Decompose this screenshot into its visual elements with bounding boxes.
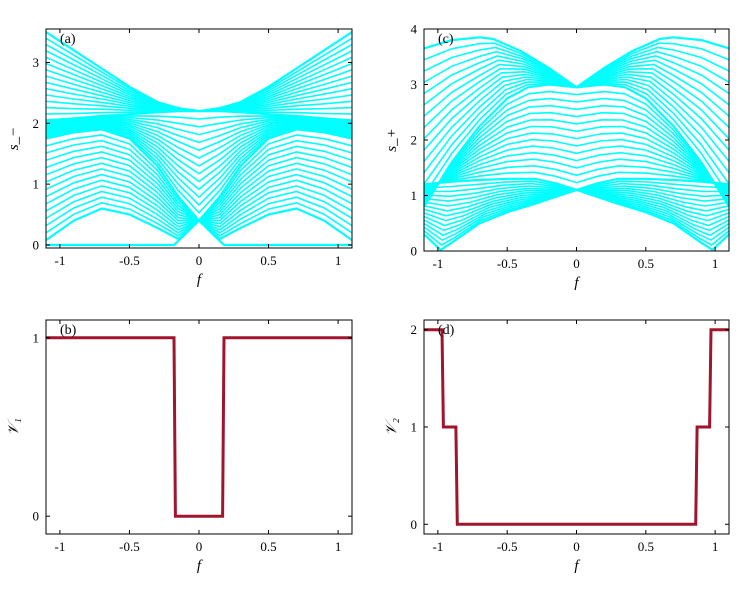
band-line-a-1-5	[46, 119, 352, 152]
y-tick-label-a-0: 0	[33, 237, 40, 252]
series-line-d-0	[424, 328, 729, 526]
series-line-a-0	[46, 31, 352, 113]
band-line-c-2-13	[424, 189, 729, 246]
x-tick-label-a-1: -0.5	[119, 253, 140, 268]
y-tick-label-c-2: 2	[411, 133, 418, 148]
band-line-a-1-10	[46, 124, 352, 191]
band-line-a-1-13	[46, 127, 352, 214]
panel-label-c: (c)	[438, 32, 454, 47]
y-tick-label-b-1: 1	[33, 330, 40, 345]
band-line-c-1-12	[424, 164, 729, 189]
panel-label-b: (b)	[60, 323, 77, 338]
band-line-c-1-8	[424, 138, 729, 195]
y-tick-label-d-1: 1	[411, 420, 418, 435]
y-tick-label-a-1: 1	[33, 177, 40, 192]
band-line-a-1-3	[46, 118, 352, 136]
y-tick-label-a-2: 2	[33, 116, 40, 131]
series-line-a-4	[46, 219, 352, 247]
x-axis-label-d: f	[574, 558, 580, 574]
band-line-c-0-13	[424, 82, 729, 196]
x-axis-label-a: f	[197, 272, 203, 288]
band-line-c-0-7	[424, 67, 729, 129]
band-line-c-0-6	[424, 63, 729, 117]
band-line-c-1-1	[424, 90, 729, 206]
x-tick-label-c-4: 1	[712, 256, 719, 271]
y-axis-label-d: 𝒱₂	[384, 418, 400, 436]
band-line-c-1-4	[424, 111, 729, 201]
panel-b: -1 -0.5 0 0.5 1 0 1 (b) f 𝒱₁	[6, 319, 353, 574]
x-tick-label-a-0: -1	[54, 253, 65, 268]
y-axis-label-b: 𝒱₁	[6, 418, 22, 436]
x-axis-label-c: f	[574, 275, 580, 291]
x-tick-label-b-3: 0.5	[260, 539, 276, 554]
x-tick-label-b-4: 1	[335, 539, 342, 554]
band-line-c-1-10	[424, 151, 729, 192]
y-tick-label-c-3: 3	[411, 77, 418, 92]
panel-d: -1 -0.5 0 0.5 1 0 1 2 (d) f 𝒱₂	[384, 319, 730, 574]
band-line-c-1-9	[424, 145, 729, 193]
x-tick-label-d-3: 0.5	[638, 539, 654, 554]
band-line-a-0-9	[46, 87, 352, 112]
x-tick-label-d-0: -1	[432, 539, 443, 554]
y-tick-label-c-1: 1	[411, 188, 418, 203]
y-tick-label-c-4: 4	[411, 22, 418, 37]
panel-label-d: (d)	[438, 323, 455, 338]
series-line-b-0	[46, 336, 352, 518]
band-line-a-1-9	[46, 123, 352, 183]
band-line-c-1-13	[424, 171, 729, 187]
x-tick-label-a-4: 1	[335, 253, 342, 268]
band-line-a-1-8	[46, 122, 352, 175]
axes-box-b	[45, 319, 353, 535]
band-line-c-1-11	[424, 158, 729, 190]
y-tick-label-b-0: 0	[33, 509, 40, 524]
band-line-a-2-12	[46, 196, 352, 234]
band-line-a-1-1	[46, 115, 352, 123]
band-line-a-2-9	[46, 179, 352, 225]
band-line-a-1-7	[46, 121, 352, 167]
band-line-a-1-2	[46, 116, 352, 128]
panel-a: -1 -0.5 0 0.5 1 0 1 2 3 (a) f s_−	[6, 28, 353, 288]
x-tick-label-d-1: -0.5	[497, 539, 518, 554]
panel-label-a: (a)	[60, 32, 76, 47]
x-tick-label-b-0: -1	[54, 539, 65, 554]
x-tick-label-c-3: 0.5	[638, 256, 654, 271]
x-tick-label-c-2: 0	[573, 256, 580, 271]
band-line-a-1-11	[46, 125, 352, 199]
plot-area-d	[424, 328, 729, 526]
band-line-c-1-7	[424, 132, 729, 197]
plot-area-b	[46, 336, 352, 518]
band-line-a-2-4	[46, 151, 352, 222]
band-line-c-1-3	[424, 104, 729, 203]
band-line-a-1-12	[46, 126, 352, 207]
x-tick-label-b-1: -0.5	[119, 539, 140, 554]
x-axis-label-b: f	[197, 558, 203, 574]
band-line-a-1-4	[46, 118, 352, 144]
x-tick-label-a-3: 0.5	[260, 253, 276, 268]
plot-area-a	[46, 31, 352, 247]
x-tick-label-c-1: -0.5	[497, 256, 518, 271]
y-tick-label-d-2: 2	[411, 322, 418, 337]
axes-box-d	[423, 319, 730, 535]
x-tick-label-d-2: 0	[573, 539, 580, 554]
band-line-a-1-6	[46, 120, 352, 159]
x-tick-label-c-0: -1	[432, 256, 443, 271]
band-line-c-1-2	[424, 97, 729, 204]
plot-area-c	[424, 36, 729, 251]
x-tick-label-a-2: 0	[196, 253, 203, 268]
x-tick-label-b-2: 0	[196, 539, 203, 554]
band-line-c-2-3	[424, 185, 729, 198]
band-line-a-0-13	[46, 110, 352, 115]
panel-c: -1 -0.5 0 0.5 1 0 1 2 3 4 (c) f s_+	[384, 22, 730, 291]
y-tick-label-c-0: 0	[411, 244, 418, 259]
band-line-c-1-5	[424, 118, 729, 200]
band-line-c-1-6	[424, 125, 729, 198]
y-axis-label-a: s_−	[6, 127, 22, 150]
y-tick-label-a-3: 3	[33, 55, 40, 70]
band-line-a-2-13	[46, 201, 352, 237]
y-tick-label-d-0: 0	[411, 517, 418, 532]
y-axis-label-c: s_+	[384, 128, 400, 151]
x-tick-label-d-4: 1	[712, 539, 719, 554]
